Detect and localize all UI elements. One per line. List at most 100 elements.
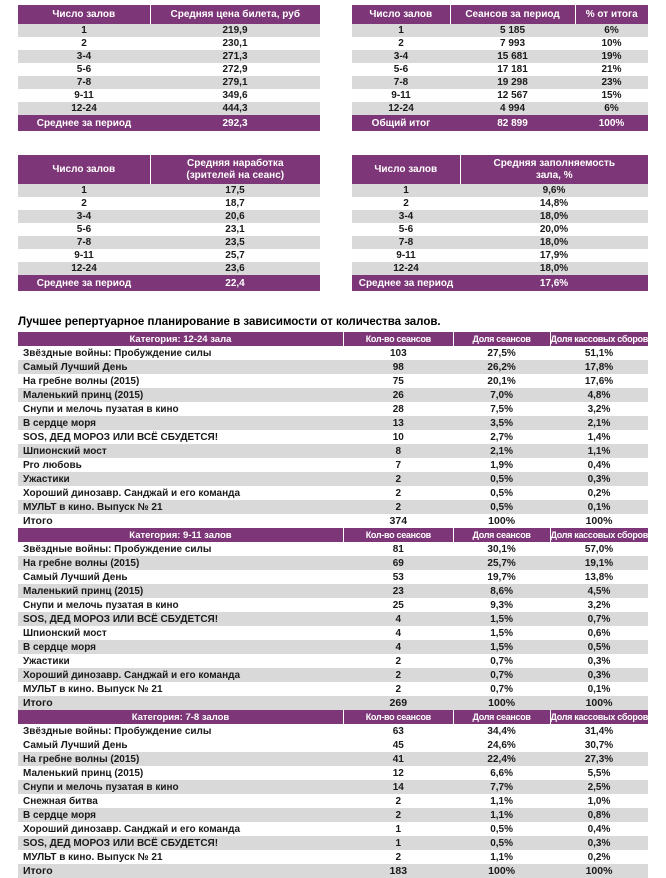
sessions-column-header: % от итога	[575, 5, 648, 24]
attendance-cell: 2	[81, 198, 87, 209]
price-total-cell: 292,3	[150, 115, 320, 131]
total-stat: 269	[343, 696, 454, 710]
movie-stat: 41	[343, 752, 454, 766]
movie-stat: 45	[392, 739, 404, 751]
sessions-cell: 5-6	[393, 64, 409, 75]
category-header-row: Категория: 12-24 зала Кол-во сеансов Доля …	[18, 332, 648, 346]
summary-tables-row-1: Число залов Средняя цена билета, руб 1 219,…	[18, 5, 648, 131]
section-heading: Лучшее репертуарное планирование в завис…	[18, 316, 441, 328]
movie-stat: 13	[343, 416, 454, 430]
movie-stat: 1,5%	[453, 612, 550, 626]
occupancy-cell: 9,6%	[460, 184, 648, 197]
attendance-cell: 9-11	[74, 250, 94, 261]
sessions-cell: 9-11	[391, 90, 411, 101]
sessions-total-cell: Общий итог	[352, 115, 450, 131]
sessions-cell: 23%	[575, 76, 648, 89]
movie-title: Хороший динозавр. Санджай и его команда	[23, 487, 241, 499]
occupancy-total-cell: 17,6%	[460, 275, 648, 291]
movie-stat: 27,5%	[487, 347, 516, 359]
movie-row: SOS, ДЕД МОРОЗ ИЛИ ВСЁ СБУДЕТСЯ! 10 2,7% 1,…	[18, 430, 648, 444]
attendance-cell: 5-6	[76, 224, 92, 235]
movie-title: SOS, ДЕД МОРОЗ ИЛИ ВСЁ СБУДЕТСЯ!	[18, 836, 344, 850]
movie-stat: 1	[395, 823, 402, 835]
movie-stat: 17,6%	[584, 375, 614, 387]
sessions-cell: 4 994	[450, 102, 575, 115]
category-header-row: Категория: 9-11 залов Кол-во сеансов Доля …	[18, 528, 648, 542]
movie-stat: 27,3%	[550, 752, 648, 766]
price-cell: 444,3	[150, 102, 320, 115]
movie-stat: 0,3%	[550, 836, 648, 850]
movie-stat: 0,8%	[550, 808, 648, 822]
movie-stat: 3,2%	[587, 599, 611, 611]
occupancy-cell: 14,8%	[539, 198, 569, 209]
movie-stat: 7,0%	[453, 388, 550, 402]
movie-stat: 25,7%	[453, 556, 550, 570]
sessions-cell: 2	[398, 38, 404, 49]
movie-stat: 0,2%	[587, 851, 611, 863]
movie-title: На гребне волны (2015)	[18, 752, 344, 766]
sessions-cell: 6%	[575, 24, 648, 37]
movie-stat: 31,4%	[584, 725, 614, 737]
movie-title: Самый Лучший День	[23, 571, 128, 583]
repertoire-column-header: Доля кассовых сборов	[550, 528, 648, 542]
movie-stat: 2	[343, 808, 454, 822]
movie-title: Ужастики	[18, 472, 344, 486]
movie-stat: 3,5%	[453, 416, 550, 430]
price-row: 12-24 444,3	[18, 102, 320, 115]
price-cell: 272,9	[222, 64, 248, 75]
movie-stat: 30,1%	[487, 543, 516, 555]
movie-stat: 0,3%	[550, 668, 648, 682]
movie-stat: 4	[343, 640, 454, 654]
attendance-total-cell: 22,4	[150, 275, 320, 291]
occupancy-cell: 5-6	[398, 224, 414, 235]
sessions-cell: 15 681	[450, 50, 575, 63]
attendance-cell: 20,6	[150, 210, 320, 223]
movie-title: Снежная битва	[23, 795, 98, 807]
price-cell: 3-4	[18, 50, 150, 63]
repertoire-column-header: Доля сеансов	[453, 528, 551, 542]
movie-row: Снупи и мелочь пузатая в кино 14 7,7% 2,5%	[18, 780, 648, 794]
movie-stat: 1,1%	[453, 808, 550, 822]
movie-stat: 1,1%	[550, 444, 648, 458]
movie-row: Маленький принц (2015) 12 6,6% 5,5%	[18, 766, 648, 780]
movie-stat: 4	[395, 627, 402, 639]
movie-title: МУЛЬТ в кино. Выпуск № 21	[18, 500, 344, 514]
occupancy-row: 2 14,8%	[352, 197, 648, 210]
movie-title: Шпионский мост	[23, 627, 107, 639]
movie-stat: 3,2%	[587, 403, 611, 415]
occupancy-row: 7-8 18,0%	[352, 236, 648, 249]
movie-stat: 2	[395, 851, 402, 863]
price-header-row: Число залов Средняя цена билета, руб	[18, 5, 320, 24]
occupancy-cell: 18,0%	[460, 262, 648, 275]
attendance-cell: 3-4	[18, 210, 150, 223]
total-stat: 374	[389, 515, 408, 527]
price-column-header: Число залов	[18, 5, 151, 24]
repertoire-column-header: Доля сеансов	[453, 332, 551, 346]
section-total-row: Итого 374 100% 100%	[18, 514, 648, 528]
movie-title: Шпионский мост	[18, 444, 344, 458]
movie-stat: 2	[395, 683, 402, 695]
movie-row: Шпионский мост 4 1,5% 0,6%	[18, 626, 648, 640]
total-label: Итого	[18, 696, 344, 710]
total-stat: 100%	[550, 864, 648, 878]
movie-row: Снупи и мелочь пузатая в кино 28 7,5% 3,2%	[18, 402, 648, 416]
movie-row: Звёздные войны: Пробуждение силы 81 30,1% 5…	[18, 542, 648, 556]
attendance-column-header: Средняя наработка (зрителей на сеанс)	[150, 155, 320, 184]
attendance-cell: 7-8	[18, 236, 150, 249]
sessions-column-header: Сеансов за период	[450, 5, 576, 24]
movie-stat: 9,3%	[490, 599, 513, 611]
movie-row: Pro любовь 7 1,9% 0,4%	[18, 458, 648, 472]
attendance-row: 2 18,7	[18, 197, 320, 210]
movie-stat: 0,6%	[587, 627, 611, 639]
table-avg-occupancy: Число залов Средняя заполняемость зала, %…	[352, 155, 648, 291]
occupancy-column-header: Средняя заполняемость зала, %	[460, 155, 648, 184]
movie-stat: 98	[343, 360, 454, 374]
sessions-cell: 10%	[601, 38, 622, 49]
movie-stat: 25	[392, 599, 404, 611]
attendance-row: 12-24 23,6	[18, 262, 320, 275]
sessions-cell: 1	[352, 24, 450, 37]
repertoire-column-header: Доля сеансов	[453, 710, 551, 724]
movie-title: МУЛЬТ в кино. Выпуск № 21	[23, 851, 163, 863]
movie-title: Маленький принц (2015)	[18, 584, 344, 598]
